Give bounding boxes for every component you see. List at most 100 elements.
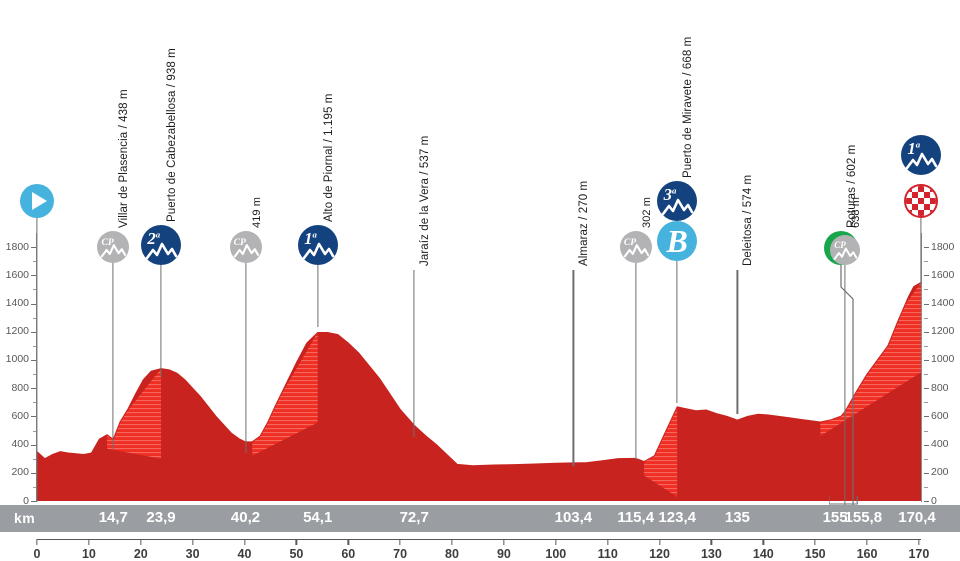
y-tick-mark (924, 247, 929, 249)
y-tick-label: 800 (11, 381, 29, 394)
y-tick-minor (924, 402, 928, 404)
x-tick-label: 0 (33, 547, 41, 561)
y-tick-label: 200 (11, 466, 29, 479)
km-band-value: 72,7 (399, 509, 429, 526)
y-tick-mark (924, 444, 929, 446)
km-band-value: 40,2 (230, 509, 261, 526)
cp-mountain-icon[interactable]: CP (830, 235, 861, 265)
x-tick-label: 20 (133, 547, 148, 561)
marker-stem (160, 265, 162, 377)
marker-stem (112, 263, 114, 449)
feed-zone-b-icon[interactable]: B (657, 221, 698, 261)
x-tick-mark (191, 539, 194, 545)
y-tick-minor (32, 374, 36, 376)
y-tick-label: 600 (11, 409, 29, 422)
x-tick-label: 70 (393, 547, 408, 561)
marker-label: Puerto de Miravete / 668 m (682, 36, 695, 178)
y-tick-minor (32, 289, 36, 291)
cat3-mountain-icon[interactable]: 3a (657, 181, 698, 221)
marker-label: Deleitosa / 574 m (742, 174, 755, 266)
y-tick-minor (32, 430, 36, 432)
cp-mountain-icon[interactable]: CP (619, 231, 652, 263)
cp-mountain-icon[interactable]: CP (229, 231, 262, 263)
km-band-title: km (14, 510, 36, 526)
km-band-value: 135 (724, 509, 750, 526)
y-tick-label: 1200 (5, 325, 29, 338)
marker-label: 638 m (850, 196, 863, 228)
x-tick-label: 110 (597, 547, 618, 561)
y-tick-mark (924, 416, 929, 418)
x-tick-mark (658, 539, 661, 545)
y-tick-minor (924, 458, 928, 460)
y-tick-label: 1600 (5, 268, 29, 281)
km-band-value: 155 (822, 509, 848, 526)
x-tick-mark (555, 539, 557, 545)
cat1-mountain-icon[interactable]: 1a (901, 135, 941, 175)
x-tick-label: 100 (545, 547, 567, 561)
cp-mountain-icon[interactable]: CP (97, 231, 130, 263)
marker-stem (840, 265, 854, 505)
marker-label: Puerto de Cabezabellosa / 938 m (165, 48, 178, 222)
y-tick-label: 1600 (931, 268, 955, 281)
y-tick-label: 0 (23, 494, 29, 507)
x-tick-label: 170 (908, 547, 930, 561)
y-tick-minor (924, 317, 928, 319)
start-play-icon[interactable] (20, 184, 54, 218)
x-tick-label: 90 (496, 547, 511, 561)
y-tick-label: 400 (11, 438, 29, 451)
km-band-value: 54,1 (303, 509, 333, 526)
x-axis: 0 10 20 30 40 50 60 70 80 90 100 110 120 130 140 150 160… (0, 533, 960, 561)
marker-stem (572, 270, 574, 466)
climb-segment-highlight (252, 332, 318, 456)
marker-stem (635, 263, 637, 460)
y-tick-label: 400 (931, 438, 949, 451)
y-tick-mark (31, 501, 36, 502)
x-tick-label: 30 (185, 547, 200, 561)
x-tick-mark (399, 539, 401, 545)
marker-label: 419 m (250, 196, 263, 228)
km-band: km 14,7 23,9 40,2 54,1 72,7 103,4 115,4 123,4 13… (0, 505, 960, 532)
y-tick-label: 1400 (931, 297, 955, 309)
x-tick-mark (243, 539, 246, 545)
x-tick-mark (347, 539, 349, 545)
x-tick-mark (503, 539, 505, 545)
y-tick-mark (924, 359, 929, 361)
y-tick-mark (31, 303, 36, 305)
km-band-value: 170,4 (898, 509, 936, 526)
marker-label: 302 m (640, 196, 653, 228)
marker-label: Almaraz / 270 m (578, 180, 591, 266)
x-tick-label: 60 (341, 547, 356, 561)
finish-checkered-icon[interactable] (904, 184, 938, 218)
x-tick-mark (607, 539, 609, 545)
y-axis-line-right (921, 233, 922, 502)
marker-label: Jaraíz de la Vera / 537 m (419, 135, 432, 266)
x-tick-mark (88, 539, 90, 545)
x-tick-mark (140, 539, 142, 545)
km-band-value: 155,8 (844, 509, 883, 526)
y-tick-mark (31, 331, 36, 333)
y-tick-mark (31, 472, 36, 474)
y-tick-label: 1200 (931, 325, 955, 338)
marker-stem (920, 218, 922, 286)
x-tick-mark (36, 539, 38, 545)
marker-stem (317, 265, 319, 327)
x-tick-mark (762, 539, 764, 545)
y-tick-mark (31, 359, 36, 361)
x-tick-mark (295, 539, 298, 545)
y-tick-mark (924, 388, 929, 390)
cat2-mountain-icon[interactable]: 2a (141, 225, 181, 265)
y-tick-minor (32, 458, 36, 460)
x-tick-label: 120 (649, 547, 670, 561)
y-tick-minor (32, 402, 36, 404)
x-tick-mark (918, 539, 920, 545)
profile-outline (36, 281, 922, 467)
y-tick-minor (32, 345, 36, 347)
km-band-value: 14,7 (98, 509, 128, 526)
cat1-mountain-icon[interactable]: 1a (297, 225, 338, 265)
y-tick-minor (924, 345, 928, 347)
km-bracket (829, 496, 858, 505)
x-tick-mark (710, 539, 713, 545)
y-tick-mark (31, 247, 36, 249)
